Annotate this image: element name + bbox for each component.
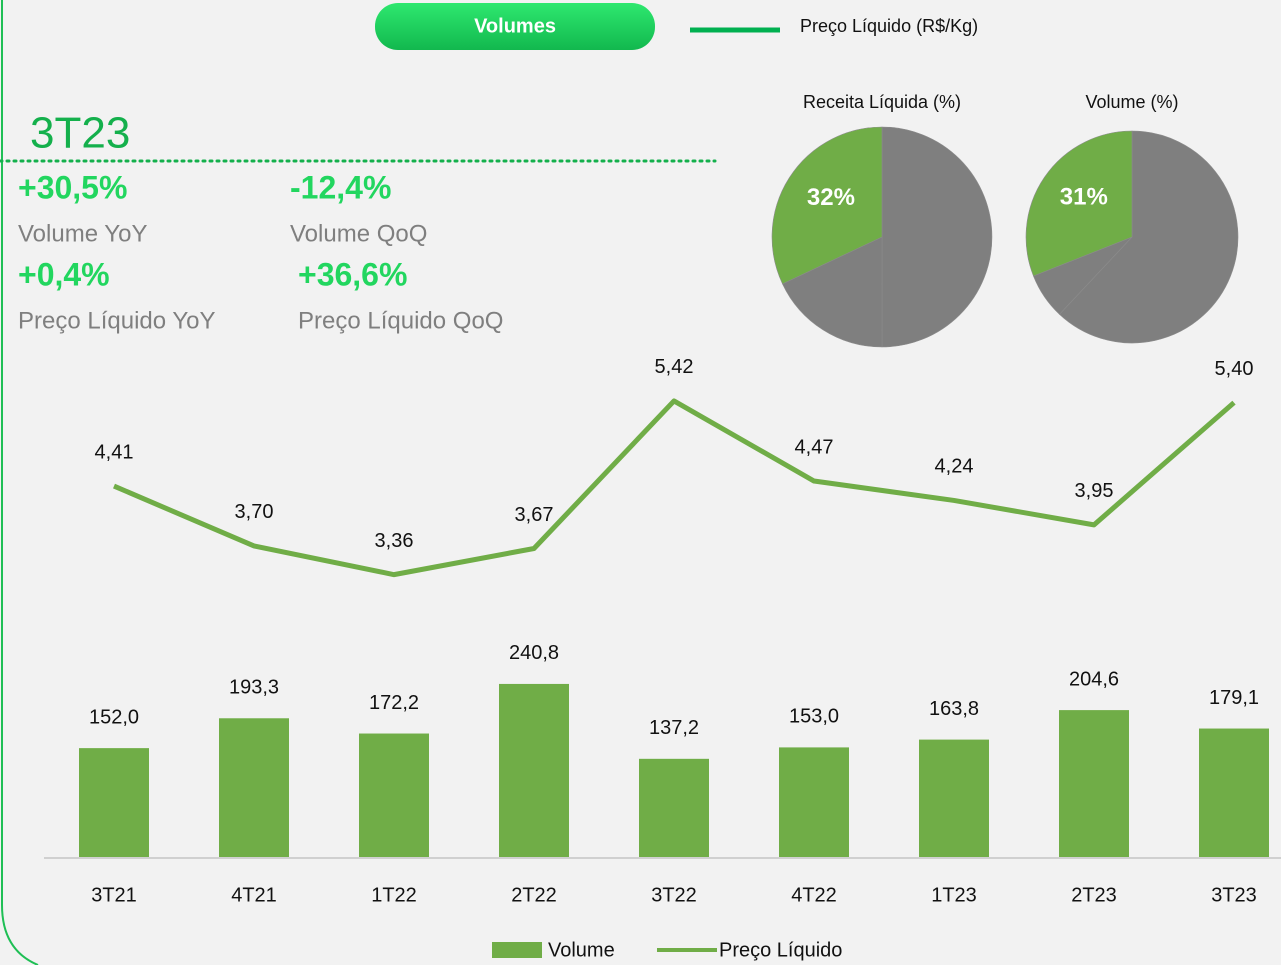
pie-slice (1025, 130, 1133, 277)
bar-value-label: 152,0 (89, 706, 139, 728)
x-tick-label: 1T23 (931, 884, 977, 906)
line-value-label: 5,40 (1215, 358, 1254, 380)
bar-value-label: 163,8 (929, 698, 979, 720)
x-tick-label: 3T22 (651, 884, 697, 906)
bar-value-label: 240,8 (509, 642, 559, 664)
bar (639, 758, 709, 858)
kpi-value: -12,4% (290, 169, 391, 205)
bar-value-label: 204,6 (1069, 668, 1119, 690)
kpi-label: Preço Líquido YoY (18, 307, 216, 334)
line-value-label: 4,47 (795, 436, 834, 458)
x-tick-label: 3T21 (91, 884, 137, 906)
line-value-label: 5,42 (655, 356, 694, 378)
x-tick-label: 2T22 (511, 884, 557, 906)
bar (1199, 728, 1269, 858)
period-title: 3T23 (30, 109, 130, 158)
button-label[interactable]: Volumes (474, 15, 556, 37)
line-value-label: 3,36 (375, 530, 414, 552)
pie-label: 31% (1060, 184, 1108, 211)
kpi-label: Preço Líquido QoQ (298, 307, 503, 334)
x-tick-label: 3T23 (1211, 884, 1257, 906)
x-tick-label: 1T22 (371, 884, 417, 906)
bar (219, 718, 289, 858)
frame-border (1, 0, 39, 965)
line-value-label: 4,41 (95, 441, 134, 463)
bar-value-label: 172,2 (369, 692, 419, 714)
kpi-value: +0,4% (18, 256, 110, 292)
line-value-label: 4,24 (935, 456, 974, 478)
bar (1059, 710, 1129, 858)
pie-slice (771, 126, 883, 285)
bar (919, 739, 989, 858)
kpi-value: +36,6% (298, 256, 407, 292)
line-value-label: 3,70 (235, 501, 274, 523)
pie-title: Volume (%) (1085, 92, 1178, 112)
bar-value-label: 193,3 (229, 677, 279, 699)
line-value-label: 3,67 (515, 504, 554, 526)
kpi-value: +30,5% (18, 169, 127, 205)
pie-title: Receita Líquida (%) (803, 92, 961, 112)
kpi-label: Volume YoY (18, 220, 147, 247)
pie-slice (1059, 130, 1239, 344)
bar-value-label: 137,2 (649, 717, 699, 739)
bar (499, 683, 569, 858)
pie-slice (881, 126, 993, 348)
pie-slice (782, 236, 883, 348)
legend-label: Volume (548, 939, 615, 961)
bar-value-label: 179,1 (1209, 687, 1259, 709)
price-line (113, 398, 1236, 578)
legend-label: Preço Líquido (719, 939, 842, 961)
bar-value-label: 153,0 (789, 706, 839, 728)
legend-label: Preço Líquido (R$/Kg) (800, 16, 978, 36)
kpi-label: Volume QoQ (290, 220, 427, 247)
pie-label: 32% (807, 184, 855, 211)
bar (779, 747, 849, 858)
x-tick-label: 4T22 (791, 884, 837, 906)
bar (359, 733, 429, 858)
bar (79, 748, 149, 858)
x-tick-label: 2T23 (1071, 884, 1117, 906)
line-value-label: 3,95 (1075, 480, 1114, 502)
legend-swatch (492, 942, 542, 958)
volumes-button[interactable] (375, 3, 655, 50)
x-tick-label: 4T21 (231, 884, 277, 906)
